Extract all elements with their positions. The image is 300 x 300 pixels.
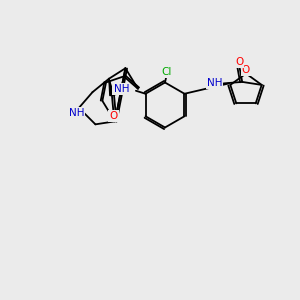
Text: Cl: Cl (161, 67, 172, 77)
Text: O: O (109, 111, 118, 121)
Text: NH: NH (207, 78, 222, 88)
Text: NH: NH (113, 84, 129, 94)
Text: NH: NH (69, 108, 84, 118)
Polygon shape (109, 79, 114, 96)
Text: O: O (242, 65, 250, 75)
Text: O: O (235, 57, 243, 67)
